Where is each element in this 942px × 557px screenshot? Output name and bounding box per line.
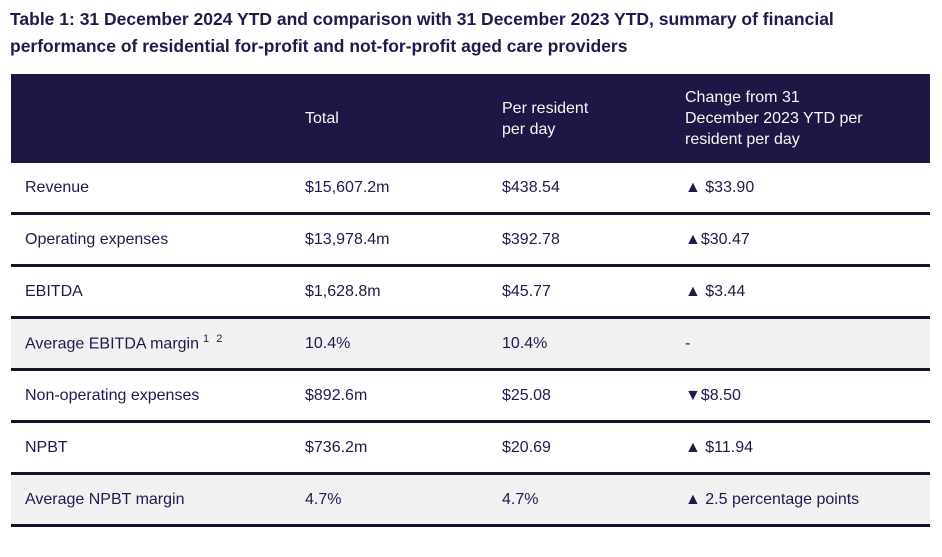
footnote-superscript: 1 2 — [203, 333, 225, 346]
row-label: Non-operating expenses — [25, 386, 200, 404]
cell-per-resident-per-day: $20.69 — [502, 438, 551, 456]
row-label: Average NPBT margin — [25, 490, 185, 508]
row-label: Operating expenses — [25, 230, 169, 248]
cell-total: $892.6m — [305, 386, 368, 404]
cell-per-resident-per-day: $392.78 — [502, 230, 560, 248]
cell-change: ▲ 2.5 percentage points — [685, 490, 860, 508]
cell-total: $736.2m — [305, 438, 368, 456]
cell-total: 10.4% — [305, 334, 351, 352]
cell-total: $13,978.4m — [305, 230, 390, 248]
table-row-revenue: Revenue $15,607.2m $438.54 ▲ $33.90 — [11, 163, 930, 215]
table-row-non-operating-expenses: Non-operating expenses $892.6m $25.08 ▼$… — [11, 371, 930, 423]
table-row-average-ebitda-margin: Average EBITDA margin 1 2 10.4% 10.4% - — [11, 319, 930, 371]
table-header-row: Total Per resident per day Change from 3… — [11, 74, 930, 163]
cell-per-resident-per-day: $45.77 — [502, 282, 551, 300]
cell-change: ▲$30.47 — [685, 230, 750, 248]
row-label: NPBT — [25, 438, 68, 456]
cell-change: ▲ $33.90 — [685, 178, 755, 196]
table-row-average-npbt-margin: Average NPBT margin 4.7% 4.7% ▲ 2.5 perc… — [11, 475, 930, 527]
row-label: Average EBITDA margin 1 2 — [25, 333, 225, 353]
table-title: Table 1: 31 December 2024 YTD and compar… — [10, 9, 834, 56]
table-row-npbt: NPBT $736.2m $20.69 ▲ $11.94 — [11, 423, 930, 475]
header-cell-change: Change from 31 December 2023 YTD per res… — [685, 89, 863, 148]
financial-summary-table: Total Per resident per day Change from 3… — [11, 74, 930, 527]
cell-change: - — [685, 334, 691, 352]
header-cell-total: Total — [305, 110, 339, 127]
cell-total: $1,628.8m — [305, 282, 381, 300]
cell-total: $15,607.2m — [305, 178, 390, 196]
table-row-operating-expenses: Operating expenses $13,978.4m $392.78 ▲$… — [11, 215, 930, 267]
cell-change: ▲ $11.94 — [685, 438, 754, 456]
cell-change: ▼$8.50 — [685, 386, 741, 404]
cell-per-resident-per-day: 10.4% — [502, 334, 548, 352]
cell-per-resident-per-day: 4.7% — [502, 490, 539, 508]
cell-change: ▲ $3.44 — [685, 282, 746, 300]
table-row-ebitda: EBITDA $1,628.8m $45.77 ▲ $3.44 — [11, 267, 930, 319]
header-cell-per-resident-per-day: Per resident per day — [502, 99, 589, 138]
row-label: EBITDA — [25, 282, 83, 300]
row-label: Revenue — [25, 178, 90, 196]
cell-per-resident-per-day: $25.08 — [502, 386, 551, 404]
cell-total: 4.7% — [305, 490, 342, 508]
cell-per-resident-per-day: $438.54 — [502, 178, 560, 196]
